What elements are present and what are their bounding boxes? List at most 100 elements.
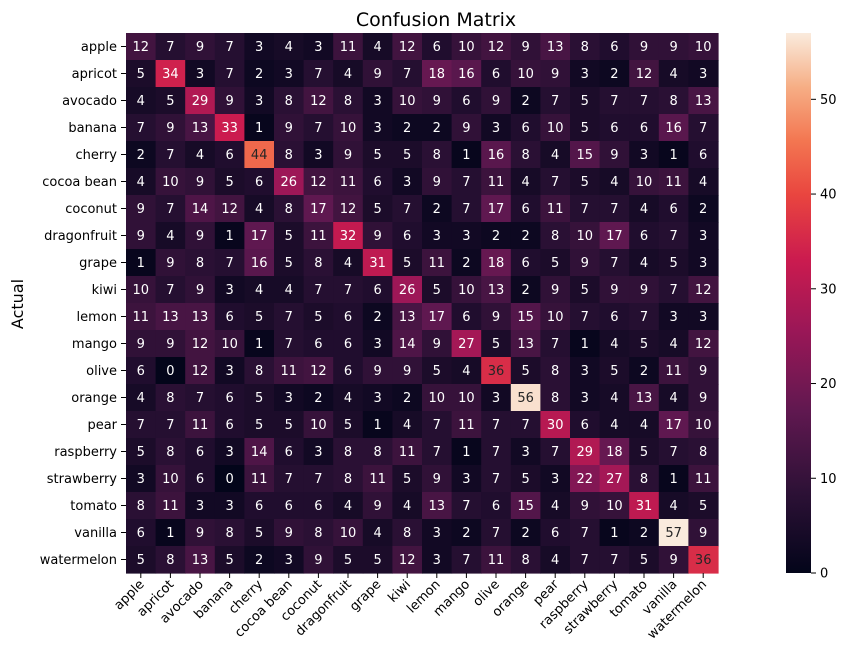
cell-value-label: 9 (137, 202, 145, 217)
heatmap-cell (451, 276, 482, 304)
heatmap-cell (214, 519, 245, 547)
cell-value-label: 4 (137, 175, 145, 190)
heatmap-cell (540, 222, 571, 250)
cell-value-label: 11 (310, 229, 327, 244)
cell-value-label: 2 (137, 148, 145, 163)
cell-value-label: 1 (137, 256, 145, 271)
heatmap-cell (629, 168, 660, 196)
heatmap-cell-labels: 12 7 9 7 3 4 3 11 4 12 6 10 12 9 13 8 6 9 9 105 34 3 7 2 3 7 4 9 7 18… (133, 40, 712, 568)
cell-value-label: 31 (369, 256, 386, 271)
heatmap-cell (510, 114, 541, 142)
heatmap-cell (214, 303, 245, 331)
heatmap-cell (658, 222, 689, 250)
heatmap-cell (540, 546, 571, 574)
cell-value-label: 10 (162, 175, 179, 190)
cell-value-label: 7 (433, 445, 441, 460)
heatmap-cell (570, 114, 601, 142)
cell-value-label: 3 (492, 391, 500, 406)
cell-value-label: 4 (640, 256, 648, 271)
heatmap-cell (333, 384, 364, 412)
cell-value-label: 6 (225, 391, 233, 406)
heatmap-cell (570, 438, 601, 466)
heatmap-cell (274, 384, 305, 412)
cell-value-label: 9 (373, 364, 381, 379)
cell-value-label: 4 (610, 175, 618, 190)
y-tick-label: vanilla (74, 526, 117, 541)
cell-value-label: 6 (196, 445, 204, 460)
y-tick-label: coconut (65, 202, 117, 217)
cell-value-label: 5 (521, 472, 529, 487)
cell-value-label: 3 (581, 67, 589, 82)
heatmap-cell (303, 33, 334, 61)
cell-value-label: 18 (488, 256, 505, 271)
heatmap-cell (481, 114, 512, 142)
cell-value-label: 11 (133, 310, 150, 325)
heatmap-cell (244, 87, 275, 115)
heatmap-cell (155, 195, 186, 223)
cell-value-label: 2 (521, 229, 529, 244)
cell-value-label: 5 (373, 202, 381, 217)
cell-value-label: 12 (488, 40, 505, 55)
heatmap-cell (126, 438, 157, 466)
heatmap-cell (244, 330, 275, 358)
cell-value-label: 5 (699, 499, 707, 514)
heatmap-cell (333, 114, 364, 142)
heatmap-cell (570, 411, 601, 439)
cell-value-label: 11 (458, 418, 475, 433)
heatmap-cell (570, 222, 601, 250)
cell-value-label: 7 (462, 553, 470, 568)
cell-value-label: 7 (137, 121, 145, 136)
heatmap-cell (155, 87, 186, 115)
heatmap-cell (658, 60, 689, 88)
heatmap-cell (185, 249, 216, 277)
cell-value-label: 7 (610, 94, 618, 109)
cell-value-label: 2 (462, 526, 470, 541)
heatmap-cell (333, 87, 364, 115)
cell-value-label: 6 (225, 310, 233, 325)
heatmap-cell (214, 168, 245, 196)
heatmap-cell (214, 87, 245, 115)
heatmap-cell (422, 546, 453, 574)
heatmap-cell (214, 546, 245, 574)
cell-value-label: 5 (581, 94, 589, 109)
heatmap-cell (688, 303, 719, 331)
heatmap-cell (570, 87, 601, 115)
cell-value-label: 9 (225, 94, 233, 109)
cell-value-label: 6 (492, 67, 500, 82)
cell-value-label: 9 (196, 229, 204, 244)
heatmap-cell (362, 438, 393, 466)
heatmap-cell (688, 411, 719, 439)
cell-value-label: 15 (517, 499, 534, 514)
cell-value-label: 13 (636, 391, 653, 406)
heatmap-cell (362, 249, 393, 277)
cell-value-label: 6 (581, 418, 589, 433)
heatmap-cell (333, 33, 364, 61)
heatmap-cell (362, 384, 393, 412)
cell-value-label: 17 (310, 202, 327, 217)
cell-value-label: 26 (281, 175, 298, 190)
cell-value-label: 1 (225, 229, 233, 244)
cell-value-label: 29 (577, 445, 594, 460)
heatmap-cell (451, 519, 482, 547)
heatmap-cell (244, 114, 275, 142)
cell-value-label: 13 (192, 310, 209, 325)
heatmap-cell (481, 330, 512, 358)
cell-value-label: 9 (492, 310, 500, 325)
cell-value-label: 12 (340, 202, 357, 217)
cell-value-label: 8 (255, 364, 263, 379)
cell-value-label: 4 (610, 391, 618, 406)
colorbar (786, 33, 811, 573)
cell-value-label: 8 (433, 148, 441, 163)
cell-value-label: 8 (285, 148, 293, 163)
heatmap-cell (422, 384, 453, 412)
cell-value-label: 4 (699, 175, 707, 190)
heatmap-cell (392, 222, 423, 250)
cell-value-label: 1 (166, 526, 174, 541)
heatmap-cell (362, 465, 393, 493)
cell-value-label: 1 (373, 418, 381, 433)
cell-value-label: 6 (551, 526, 559, 541)
cell-value-label: 10 (399, 94, 416, 109)
cell-value-label: 1 (669, 472, 677, 487)
cell-value-label: 4 (196, 148, 204, 163)
cell-value-label: 9 (699, 364, 707, 379)
